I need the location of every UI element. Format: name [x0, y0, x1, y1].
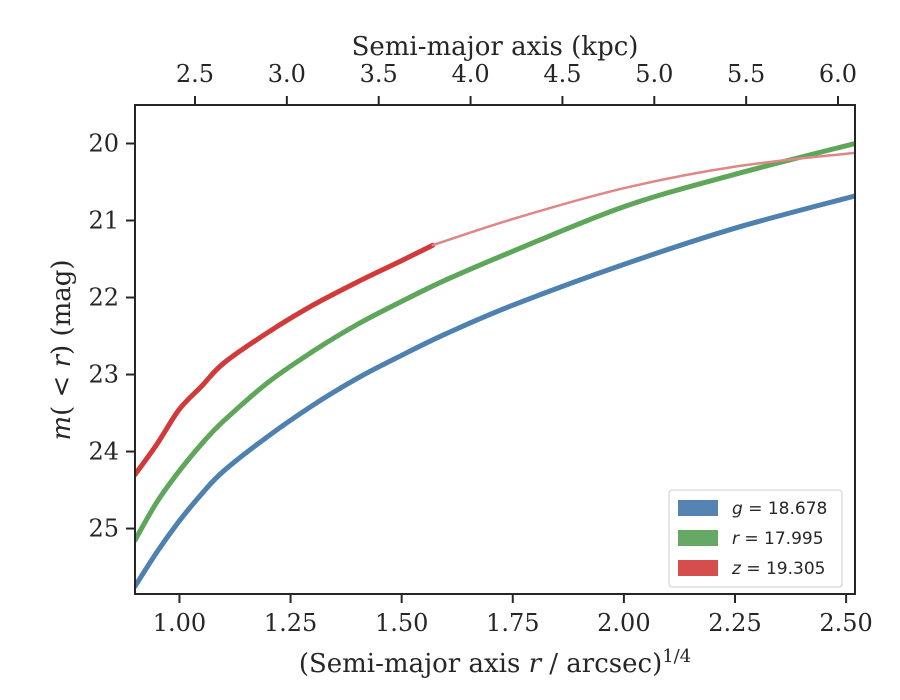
series-line-2: [135, 242, 436, 478]
legend-label: r = 17.995: [732, 529, 824, 549]
legend-swatch: [678, 560, 718, 576]
y-tick-label: 21: [88, 207, 119, 235]
y-tick-label: 20: [88, 130, 119, 158]
x-tick-label: 1.25: [264, 609, 317, 637]
x-tick-label: 1.50: [375, 609, 428, 637]
legend: g = 18.678 r = 17.995 z = 19.305: [668, 489, 843, 588]
top-axis-ticks: 2.5 3.0 3.5 4.0 4.5 5.0 5.5 6.0: [176, 60, 857, 105]
y-tick-label: 22: [88, 284, 119, 312]
legend-swatch: [678, 530, 718, 546]
legend-label: g = 18.678: [732, 499, 827, 519]
y-tick-label: 23: [88, 361, 119, 389]
y-tick-label: 24: [88, 438, 119, 466]
top-x-tick-label: 3.5: [360, 60, 398, 88]
top-x-tick-label: 5.5: [727, 60, 765, 88]
plot-frame: [134, 104, 856, 595]
top-x-tick-label: 2.5: [176, 60, 214, 88]
top-x-tick-label: 4.5: [543, 60, 581, 88]
plot-lines: [135, 141, 855, 589]
series-line-1: [135, 141, 855, 543]
top-x-tick-label: 5.0: [635, 60, 673, 88]
top-x-tick-label: 6.0: [819, 60, 857, 88]
legend-label: z = 19.305: [731, 559, 825, 579]
y-axis-title: m( < r) (mag): [47, 259, 77, 440]
x-tick-label: 1.00: [153, 609, 206, 637]
legend-swatch: [678, 500, 718, 516]
series-line-3: [431, 151, 855, 247]
x-tick-label: 2.50: [819, 609, 872, 637]
x-tick-label: 1.75: [486, 609, 539, 637]
x-axis-ticks: 1.00 1.25 1.50 1.75 2.00 2.25 2.50: [153, 594, 873, 637]
y-axis-ticks: 20 21 22 23 24 25: [88, 130, 135, 543]
top-x-tick-label: 4.0: [451, 60, 489, 88]
series-line-0: [135, 193, 855, 589]
top-x-tick-label: 3.0: [268, 60, 306, 88]
y-tick-label: 25: [88, 515, 119, 543]
x-axis-title: (Semi-major axis r / arcsec)1/4: [299, 646, 691, 679]
x-tick-label: 2.25: [708, 609, 761, 637]
x-tick-label: 2.00: [597, 609, 650, 637]
top-axis-title: Semi-major axis (kpc): [352, 32, 639, 62]
